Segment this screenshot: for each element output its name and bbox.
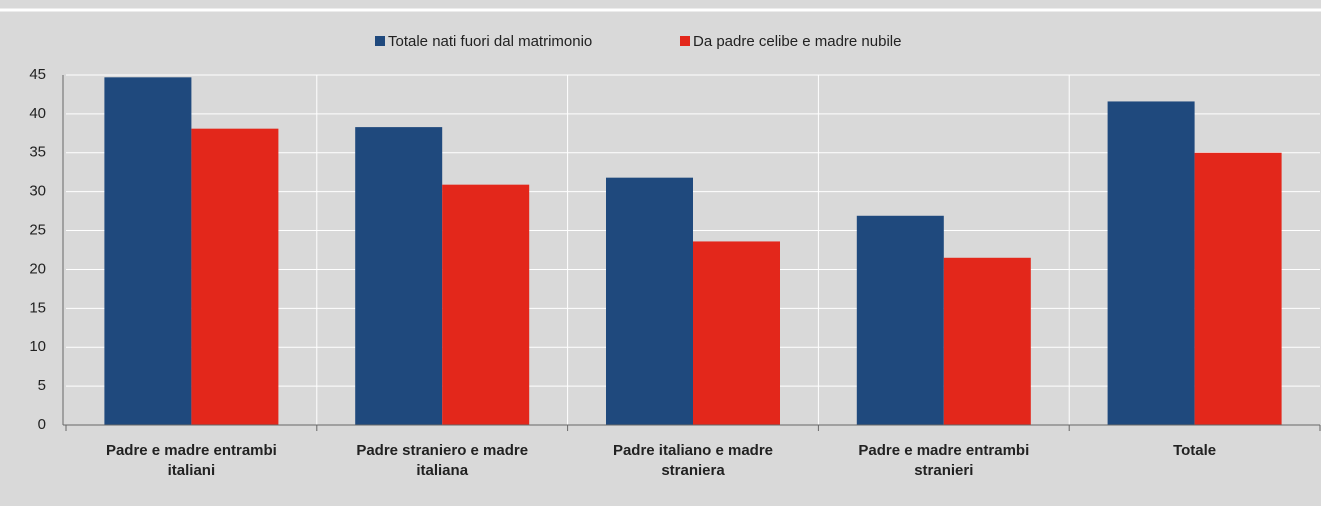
x-tick-label: Padre e madre entrambi italiani: [105, 442, 277, 479]
bar: [355, 127, 443, 425]
x-tick-label: Padre straniero e madre italiana: [356, 442, 529, 479]
bar: [856, 215, 944, 425]
y-tick-label: 35: [29, 144, 46, 161]
bar: [943, 257, 1031, 425]
bar: [693, 241, 780, 425]
y-tick-label: 30: [29, 183, 46, 200]
legend-label: Totale nati fuori dal matrimonio: [388, 33, 592, 50]
bar: [1107, 101, 1195, 425]
y-tick-label: 15: [29, 299, 46, 316]
y-tick-label: 20: [29, 260, 46, 277]
bar: [606, 177, 693, 425]
y-tick-label: 40: [29, 105, 46, 122]
legend-label: Da padre celibe e madre nubile: [693, 33, 901, 50]
x-tick-label: Totale: [1173, 442, 1217, 459]
bar: [104, 77, 192, 425]
bar: [1194, 152, 1282, 425]
bar: [191, 128, 279, 425]
y-tick-label: 0: [38, 416, 46, 433]
y-tick-label: 45: [29, 66, 46, 83]
x-tick-label: Padre italiano e madre straniera: [612, 442, 774, 479]
bar: [442, 184, 530, 425]
y-tick-label: 10: [29, 338, 46, 355]
x-tick-label: Padre e madre entrambi stranieri: [858, 442, 1030, 479]
y-tick-label: 5: [38, 377, 46, 394]
legend-swatch: [680, 36, 690, 46]
y-tick-label: 25: [29, 222, 46, 239]
legend-swatch: [375, 36, 385, 46]
